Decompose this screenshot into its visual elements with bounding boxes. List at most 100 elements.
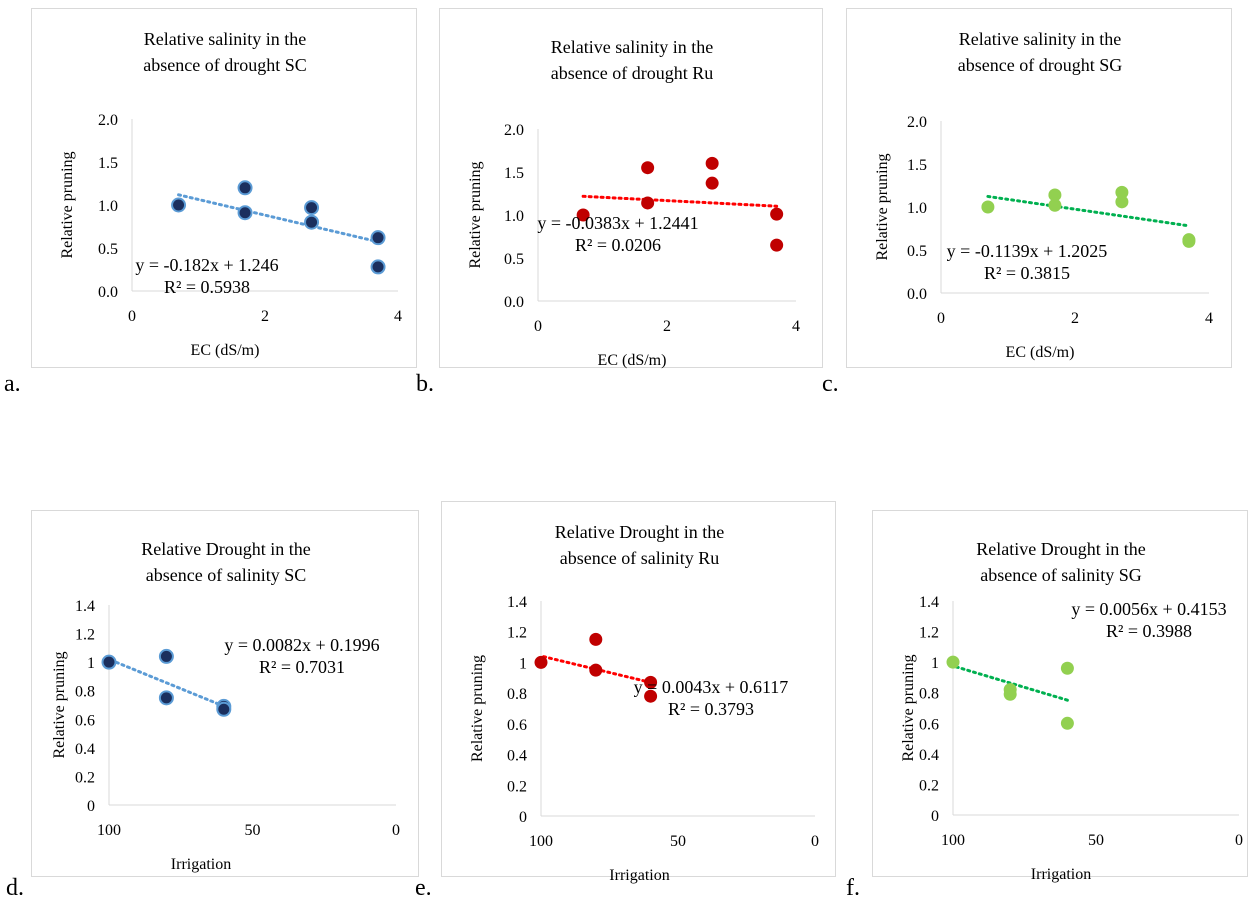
trendline <box>177 193 380 244</box>
y-tick-label: 0.8 <box>919 686 939 703</box>
y-axis-label: Relative pruning <box>900 654 917 761</box>
x-tick-label: 0 <box>937 310 945 327</box>
chart-title-line: absence of drought SG <box>958 55 1122 75</box>
x-tick-label: 100 <box>529 833 553 850</box>
data-point <box>1003 687 1017 701</box>
chart-svg: Relative salinity in the absence of droug… <box>467 37 800 369</box>
chart-panel-e: Relative Drought in the absence of salini… <box>441 501 836 884</box>
y-tick-label: 1.2 <box>75 627 95 644</box>
y-tick-label: 0.4 <box>507 748 527 765</box>
x-axis-label: Irrigation <box>609 867 669 884</box>
y-axis-label: Relative pruning <box>874 153 891 260</box>
x-tick-label: 50 <box>670 833 686 850</box>
x-tick-label: 4 <box>792 318 800 335</box>
trendline-equation: y = -0.0383x + 1.2441 <box>537 213 698 233</box>
trendline <box>107 657 226 708</box>
y-tick-label: 0.6 <box>919 716 939 733</box>
data-point <box>946 655 960 669</box>
chart-title-line: Relative Drought in the <box>141 539 310 559</box>
chart-svg: Relative salinity in the absence of droug… <box>59 29 402 359</box>
chart-panel-b: Relative salinity in the absence of droug… <box>439 8 823 369</box>
x-axis-label: Irrigation <box>171 856 231 873</box>
y-tick-label: 1.5 <box>504 165 524 182</box>
trendline-equation: y = 0.0082x + 0.1996 <box>224 635 379 655</box>
data-point <box>1115 185 1129 199</box>
y-tick-label: 0.4 <box>75 741 95 758</box>
y-tick-label: 0.4 <box>919 747 939 764</box>
x-tick-label: 2 <box>1071 310 1079 327</box>
panel-label: b. <box>416 371 434 397</box>
trendline <box>581 194 779 208</box>
trendline-equation: y = 0.0056x + 0.4153 <box>1071 599 1226 619</box>
y-tick-label: 1.4 <box>75 598 95 615</box>
x-axis-label: EC (dS/m) <box>598 352 667 369</box>
data-point <box>101 654 117 670</box>
y-tick-label: 0.5 <box>504 251 524 268</box>
y-tick-label: 0 <box>931 808 939 825</box>
data-point <box>1048 188 1062 202</box>
chart-title-line: absence of salinity Ru <box>560 548 719 568</box>
y-tick-label: 0.0 <box>98 284 118 301</box>
trendline-r2: R² = 0.7031 <box>259 657 345 677</box>
data-point <box>370 259 386 275</box>
chart-title-line: absence of salinity SG <box>980 565 1141 585</box>
chart-panel-f: Relative Drought in the absence of salini… <box>872 510 1248 883</box>
x-axis-label: Irrigation <box>1031 866 1091 883</box>
y-tick-label: 0.6 <box>507 717 527 734</box>
y-tick-label: 0 <box>519 809 527 826</box>
chart-svg: Relative Drought in the absence of salini… <box>51 539 400 873</box>
y-tick-label: 1 <box>931 655 939 672</box>
y-tick-label: 0.8 <box>507 686 527 703</box>
x-tick-label: 4 <box>394 308 402 325</box>
trendline-equation: y = -0.1139x + 1.2025 <box>947 241 1108 261</box>
data-point <box>589 663 603 677</box>
y-tick-label: 1.2 <box>507 625 527 642</box>
x-tick-label: 2 <box>663 318 671 335</box>
data-point <box>304 200 320 216</box>
y-tick-label: 1.4 <box>919 594 939 611</box>
data-point <box>158 648 174 664</box>
y-axis-label: Relative pruning <box>51 651 68 758</box>
chart-title-line: Relative salinity in the <box>144 29 306 49</box>
x-tick-label: 0 <box>128 308 136 325</box>
data-point <box>1060 716 1074 730</box>
y-tick-label: 0.2 <box>75 769 95 786</box>
y-tick-label: 1 <box>87 655 95 672</box>
x-tick-label: 4 <box>1205 310 1213 327</box>
data-point <box>237 180 253 196</box>
chart-title-line: Relative Drought in the <box>976 539 1145 559</box>
chart-title-line: absence of salinity SC <box>146 565 306 585</box>
data-point <box>237 205 253 221</box>
chart-panel-c: Relative salinity in the absence of droug… <box>846 8 1232 368</box>
x-tick-label: 0 <box>1235 832 1243 849</box>
y-tick-label: 0.5 <box>98 241 118 258</box>
x-axis-label: EC (dS/m) <box>1006 344 1075 361</box>
y-tick-label: 2.0 <box>504 122 524 139</box>
y-tick-label: 0.5 <box>907 243 927 260</box>
y-tick-label: 0.0 <box>907 286 927 303</box>
x-tick-label: 50 <box>1088 832 1104 849</box>
trendline-equation: y = 0.0043x + 0.6117 <box>634 677 789 697</box>
data-point <box>589 632 603 646</box>
data-point <box>1182 234 1196 248</box>
x-axis-label: EC (dS/m) <box>191 342 260 359</box>
data-point <box>158 690 174 706</box>
panel-label: f. <box>846 875 860 901</box>
data-point <box>370 230 386 246</box>
chart-title-line: Relative salinity in the <box>959 29 1121 49</box>
data-point <box>1048 198 1062 212</box>
y-tick-label: 0.2 <box>507 778 527 795</box>
y-axis-label: Relative pruning <box>467 161 484 268</box>
y-tick-label: 1 <box>519 655 527 672</box>
chart-svg: Relative salinity in the absence of droug… <box>874 29 1213 361</box>
chart-title-line: absence of drought Ru <box>551 63 713 83</box>
data-point <box>1060 661 1074 675</box>
y-tick-label: 1.0 <box>98 198 118 215</box>
y-axis-label: Relative pruning <box>59 151 76 258</box>
y-tick-label: 1.0 <box>907 200 927 217</box>
x-tick-label: 0 <box>534 318 542 335</box>
x-tick-label: 0 <box>392 822 400 839</box>
data-point <box>216 701 232 717</box>
trendline-equation: y = -0.182x + 1.246 <box>135 255 278 275</box>
chart-svg: Relative Drought in the absence of salini… <box>469 522 819 884</box>
